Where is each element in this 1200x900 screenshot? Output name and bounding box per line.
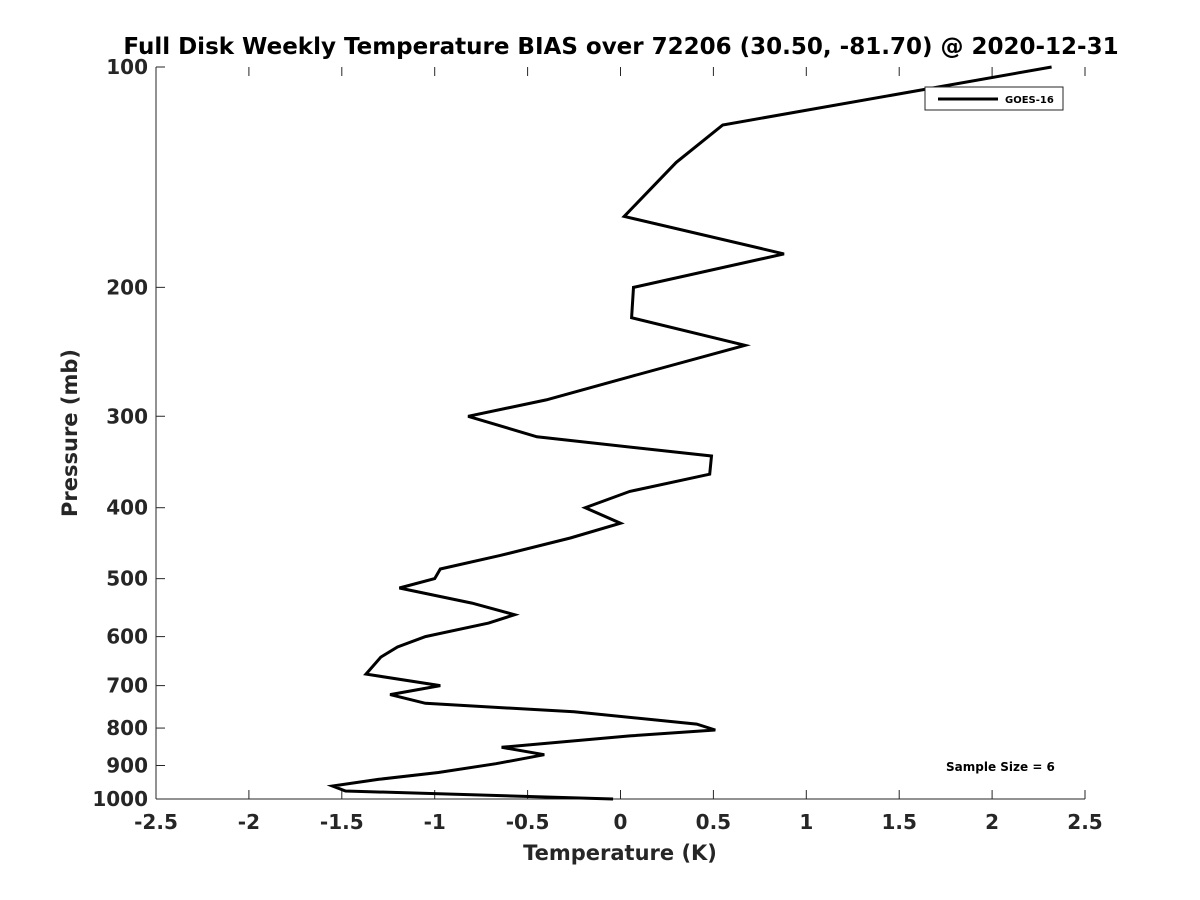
y-tick-label: 300 [106, 404, 148, 428]
x-tick-label: 0.5 [696, 810, 731, 834]
y-tick-label: 200 [106, 275, 148, 299]
x-tick-label: 2 [985, 810, 999, 834]
y-tick-label: 600 [106, 625, 148, 649]
x-tick-label: 1.5 [881, 810, 916, 834]
x-tick-label: -2.5 [134, 810, 178, 834]
chart-title: Full Disk Weekly Temperature BIAS over 7… [123, 34, 1118, 60]
x-tick-label: -1.5 [320, 810, 364, 834]
y-tick-label: 700 [106, 674, 148, 698]
y-tick-label: 900 [106, 754, 148, 778]
y-tick-label: 800 [106, 716, 148, 740]
x-axis-ticks: -2.5 -2 -1.5 -1 -0.5 0 0.5 1 1.5 2 2.5 [134, 67, 1103, 834]
x-tick-label: -1 [424, 810, 446, 834]
y-tick-label: 400 [106, 496, 148, 520]
x-tick-label: 2.5 [1067, 810, 1102, 834]
legend: GOES-16 [924, 86, 1064, 111]
y-tick-label: 500 [106, 567, 148, 591]
plot-area [156, 67, 1085, 799]
plot-axes: -2.5 -2 -1.5 -1 -0.5 0 0.5 1 1.5 2 2.5 100 200 300 40… [92, 55, 1102, 834]
x-tick-label: -2 [238, 810, 260, 834]
legend-label-goes-16: GOES-16 [1005, 95, 1054, 106]
series-layer [326, 65, 1052, 801]
x-tick-label: 1 [799, 810, 813, 834]
y-tick-label: 100 [106, 55, 148, 79]
x-axis-title: Temperature (K) [523, 841, 717, 865]
series-line-goes-16 [326, 65, 1052, 801]
y-tick-label: 1000 [92, 787, 148, 811]
sample-size-annotation: Sample Size = 6 [946, 760, 1055, 774]
y-axis-title: Pressure (mb) [58, 349, 82, 517]
x-tick-label: -0.5 [506, 810, 550, 834]
y-axis-ticks: 100 200 300 400 500 600 700 800 900 1000 [92, 55, 165, 811]
x-tick-label: 0 [614, 810, 628, 834]
